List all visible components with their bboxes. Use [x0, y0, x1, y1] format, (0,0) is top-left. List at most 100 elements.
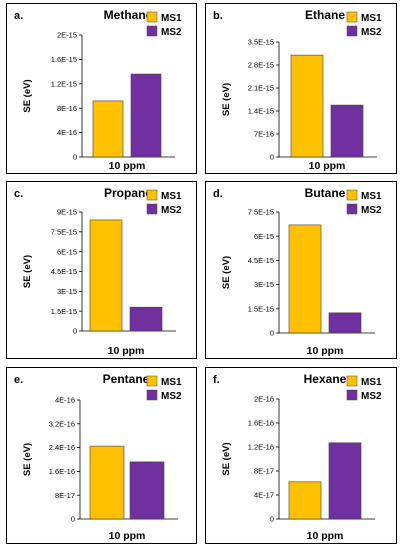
x-axis-label: 10 ppm	[108, 345, 145, 357]
y-tick-label: 1.6E-16	[248, 419, 274, 428]
chart-title: Butane	[305, 186, 346, 200]
y-tick-label: 4E-16	[55, 396, 75, 405]
chart-title: Hexane	[304, 372, 347, 386]
bar-ms2	[328, 312, 362, 334]
bar-ms1	[288, 481, 322, 520]
y-tick-label: 7.5E-15	[51, 227, 77, 236]
y-tick-label: 3E-15	[254, 280, 274, 289]
y-axis-label: SE (eV)	[221, 256, 232, 289]
legend-swatch-ms1	[146, 189, 158, 201]
bar-ms2	[130, 73, 162, 158]
y-axis-label: SE (eV)	[221, 442, 232, 475]
y-tick-label: 1.5E-15	[248, 304, 274, 313]
y-tick-label: 3E-15	[57, 287, 77, 296]
bar-ms2	[129, 461, 165, 520]
legend-swatch-ms2	[346, 203, 358, 215]
y-tick-label: 1.6E-15	[51, 55, 77, 64]
legend-label-ms1: MS1	[361, 13, 382, 24]
y-axis-label: SE (eV)	[22, 255, 33, 288]
bar-ms2	[328, 442, 362, 520]
y-tick-label: 6E-15	[57, 247, 77, 256]
y-tick-label: 1.5E-15	[51, 307, 77, 316]
legend-label-ms1: MS1	[161, 13, 182, 24]
legend-label-ms2: MS2	[361, 27, 382, 38]
legend-label-ms1: MS1	[161, 377, 182, 388]
y-tick-label: 8E-17	[254, 467, 274, 476]
x-axis-label: 10 ppm	[307, 530, 344, 542]
y-tick-label: 2E-16	[254, 395, 274, 404]
chart-panel-pentane: e. Pentane 0 8E-17 1.6E-16 2.4E-16 3.2E-16 4E-1…	[6, 367, 197, 544]
x-axis-label: 10 ppm	[109, 530, 146, 542]
chart-panel-ethane: b. Ethane 0 7E-16 1.4E-15 2.1E-15 2.8E-15 3.5E-…	[205, 3, 397, 174]
legend-label-ms1: MS1	[161, 191, 182, 202]
y-tick-label: 1.4E-15	[248, 107, 274, 116]
y-tick-label: 4.5E-15	[248, 256, 274, 265]
chart-title: Propane	[104, 186, 152, 200]
legend-swatch-ms2	[146, 389, 158, 401]
panel-label: d.	[213, 188, 223, 200]
bar-ms1	[290, 54, 324, 158]
y-tick-label: 4E-16	[57, 128, 77, 137]
chart-title: Ethane	[305, 8, 345, 22]
y-tick-label: 8E-16	[57, 104, 77, 113]
panel-label: f.	[213, 374, 220, 386]
x-axis-label: 10 ppm	[109, 160, 146, 172]
y-tick-label: 0	[73, 327, 77, 336]
y-tick-label: 1.2E-16	[248, 443, 274, 452]
bar-ms1	[288, 224, 322, 334]
legend-swatch-ms2	[346, 389, 358, 401]
y-tick-label: 1.2E-15	[51, 79, 77, 88]
panel-label: c.	[14, 188, 23, 200]
y-axis-label: SE (eV)	[22, 79, 33, 112]
panel-label: b.	[213, 10, 223, 22]
chart-panel-propane: c. Propane 0 1.5E-15 3E-15 4.5E-15 6E-15 7.5E-1…	[6, 181, 197, 359]
y-tick-label: 0	[71, 515, 75, 524]
y-tick-label: 6E-15	[254, 232, 274, 241]
bar-ms2	[129, 306, 163, 332]
bar-ms1	[89, 219, 123, 332]
legend-label-ms2: MS2	[161, 205, 182, 216]
bar-ms1	[89, 445, 125, 520]
legend-swatch-ms2	[146, 25, 158, 37]
y-tick-label: 2.1E-15	[248, 84, 274, 93]
y-tick-label: 2.8E-15	[248, 61, 274, 70]
legend-label-ms1: MS1	[361, 191, 382, 202]
y-tick-label: 3.5E-15	[248, 38, 274, 47]
legend-label-ms1: MS1	[361, 377, 382, 388]
y-tick-label: 2E-15	[57, 31, 77, 40]
legend-label-ms2: MS2	[361, 205, 382, 216]
legend-label-ms2: MS2	[361, 391, 382, 402]
y-tick-label: 0	[270, 515, 274, 524]
y-tick-label: 8E-17	[55, 491, 75, 500]
legend-swatch-ms1	[346, 11, 358, 23]
chart-panel-hexane: f. Hexane 0 4E-17 8E-17 1.2E-16 1.6E-16 2E-16 SE…	[205, 367, 397, 544]
legend-label-ms2: MS2	[161, 27, 182, 38]
y-axis-label: SE (eV)	[221, 83, 232, 116]
y-tick-label: 0	[73, 153, 77, 162]
legend-swatch-ms1	[346, 375, 358, 387]
y-tick-label: 0	[270, 329, 274, 338]
bar-ms1	[92, 100, 124, 158]
legend-swatch-ms2	[146, 203, 158, 215]
y-tick-label: 0	[270, 153, 274, 162]
chart-panel-butane: d. Butane 0 1.5E-15 3E-15 4.5E-15 6E-15 7.5E-15…	[205, 181, 397, 359]
bar-ms2	[330, 104, 364, 158]
y-tick-label: 9E-15	[57, 208, 77, 217]
legend-swatch-ms1	[146, 375, 158, 387]
y-tick-label: 3.2E-16	[49, 419, 75, 428]
y-tick-label: 2.4E-16	[49, 443, 75, 452]
y-tick-label: 7E-16	[254, 130, 274, 139]
legend-swatch-ms1	[146, 11, 158, 23]
legend-label-ms2: MS2	[161, 391, 182, 402]
x-axis-label: 10 ppm	[307, 345, 344, 357]
y-tick-label: 7.5E-15	[248, 208, 274, 217]
y-tick-label: 4E-17	[254, 491, 274, 500]
chart-title: Methane	[104, 8, 153, 22]
y-axis-label: SE (eV)	[22, 443, 33, 476]
y-tick-label: 4.5E-15	[51, 267, 77, 276]
panel-label: a.	[14, 10, 23, 22]
panel-label: e.	[14, 374, 23, 386]
chart-title: Pentane	[103, 372, 150, 386]
legend-swatch-ms2	[346, 25, 358, 37]
